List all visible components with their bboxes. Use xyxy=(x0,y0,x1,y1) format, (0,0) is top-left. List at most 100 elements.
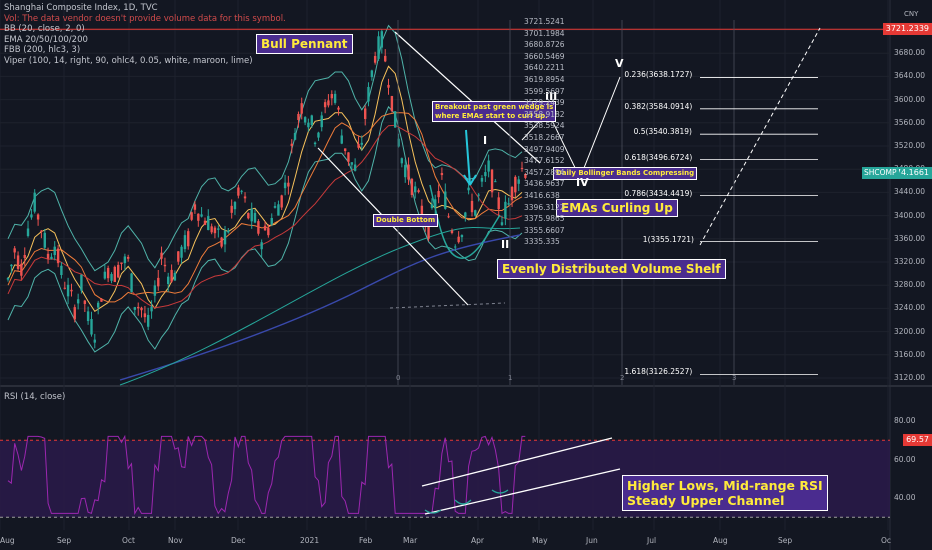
y-tick-label: 3440.00 xyxy=(894,187,926,197)
vpvr-level-label: 3701.1984 xyxy=(524,28,565,38)
y-tick-label: 3120.00 xyxy=(894,373,926,382)
rsi-line xyxy=(7,434,526,516)
x-tick-label: Aug xyxy=(713,536,728,545)
candle-body xyxy=(373,55,377,63)
candle-body xyxy=(140,307,143,311)
candle-body xyxy=(290,143,293,146)
rsi-note-line-1: Higher Lows, Mid-range RSI xyxy=(627,478,823,493)
candle-body xyxy=(126,256,130,259)
candle-body xyxy=(444,191,447,209)
candle-body xyxy=(93,339,96,343)
legend-fbb: FBB (200, hlc3, 3) xyxy=(4,45,81,56)
candle-body xyxy=(507,203,510,205)
candle-body xyxy=(490,169,494,193)
y-tick-label: 3680.00 xyxy=(894,48,926,58)
candle-body xyxy=(313,142,317,145)
x-tick-label: Sep xyxy=(57,536,72,545)
candle-body xyxy=(123,256,127,264)
legend-viper: Viper (100, 14, right, 90, ohlc4, 0.05, … xyxy=(4,55,253,66)
candle-body xyxy=(193,204,197,210)
y-tick-label: 3640.00 xyxy=(894,71,926,81)
candle-body xyxy=(120,262,123,264)
candle-body xyxy=(223,230,227,245)
candle-body xyxy=(150,306,153,312)
candle-body xyxy=(86,311,90,322)
candle-body xyxy=(384,55,387,62)
candle-body xyxy=(90,318,93,335)
candle-body xyxy=(270,217,273,225)
candle-body xyxy=(257,221,260,234)
candle-body xyxy=(434,199,437,208)
rsi-tick-label: 80.00 xyxy=(894,416,916,425)
wave-label-v: V xyxy=(615,57,624,70)
candle-body xyxy=(227,230,230,233)
candle-body xyxy=(60,265,63,276)
candle-body xyxy=(237,187,240,196)
candle-body xyxy=(320,115,323,128)
legend-title: Shanghai Composite Index, 1D, TVC xyxy=(4,3,158,13)
candle-body xyxy=(500,222,504,225)
candle-body xyxy=(377,36,380,59)
drawings xyxy=(0,20,890,385)
candle-body xyxy=(347,152,350,162)
candle-body xyxy=(110,274,113,281)
candle-body xyxy=(240,190,243,192)
candle-body xyxy=(323,102,327,108)
fib-ext-two: 2 xyxy=(620,374,625,382)
candle-body xyxy=(160,252,163,259)
candle-body xyxy=(173,272,177,281)
y-tick-label: 3560.00 xyxy=(894,117,926,127)
candle-body xyxy=(327,100,330,106)
y-tick-label: 3360.00 xyxy=(894,233,926,243)
x-tick-label: Feb xyxy=(359,536,373,545)
vpvr-level-label: 3335.335 xyxy=(524,237,560,247)
fib-ext-one: 1 xyxy=(508,374,513,382)
candle-body xyxy=(427,216,430,239)
candle-body xyxy=(106,267,110,279)
breakout-line-1: Breakout past green wedge is xyxy=(435,103,554,111)
candle-body xyxy=(130,273,133,293)
candle-body xyxy=(83,300,87,304)
fib-level-label: 0.618(3496.6724) xyxy=(624,152,693,162)
candle-body xyxy=(210,226,213,233)
fib-level-label: 0.236(3638.1727) xyxy=(624,70,693,80)
candle-body xyxy=(303,117,307,123)
candle-body xyxy=(393,111,397,128)
candle-body xyxy=(277,204,280,216)
candle-body xyxy=(76,299,80,304)
candle-body xyxy=(517,179,520,184)
wave-label-i: I xyxy=(483,134,488,147)
candle-body xyxy=(510,186,514,201)
candle-body xyxy=(23,255,26,258)
candle-body xyxy=(454,246,457,248)
candle-body xyxy=(253,212,257,223)
candle-body xyxy=(504,201,507,219)
vpvr-level-label: 3538.5924 xyxy=(524,121,565,131)
candle-body xyxy=(163,264,167,267)
candle-body xyxy=(400,158,404,164)
bb-upper xyxy=(7,24,523,272)
wave-projection xyxy=(521,76,621,180)
candle-body xyxy=(310,115,313,126)
candle-body xyxy=(407,164,410,180)
candle-body xyxy=(66,284,70,297)
x-tick-label: Jun xyxy=(586,536,598,545)
rsi-channel-upper xyxy=(421,437,613,487)
candle-body xyxy=(183,235,187,250)
legend-bb: BB (20, close, 2, 0) xyxy=(4,24,85,35)
candle-body xyxy=(56,248,60,264)
candle-body xyxy=(494,181,497,183)
candle-body xyxy=(514,176,517,193)
candle-body xyxy=(330,94,334,99)
candle-body xyxy=(13,248,16,253)
vpvr-level-label: 3396.3122 xyxy=(524,202,565,212)
candle-body xyxy=(440,173,444,176)
candle-body xyxy=(230,205,233,213)
candle-body xyxy=(480,177,484,182)
x-tick-label: Oct xyxy=(122,536,135,545)
x-tick-label: Dec xyxy=(231,536,246,545)
rsi-title: RSI (14, close) xyxy=(4,392,66,402)
candle-body xyxy=(70,289,73,292)
vpvr-level-label: 3416.638 xyxy=(524,191,560,200)
